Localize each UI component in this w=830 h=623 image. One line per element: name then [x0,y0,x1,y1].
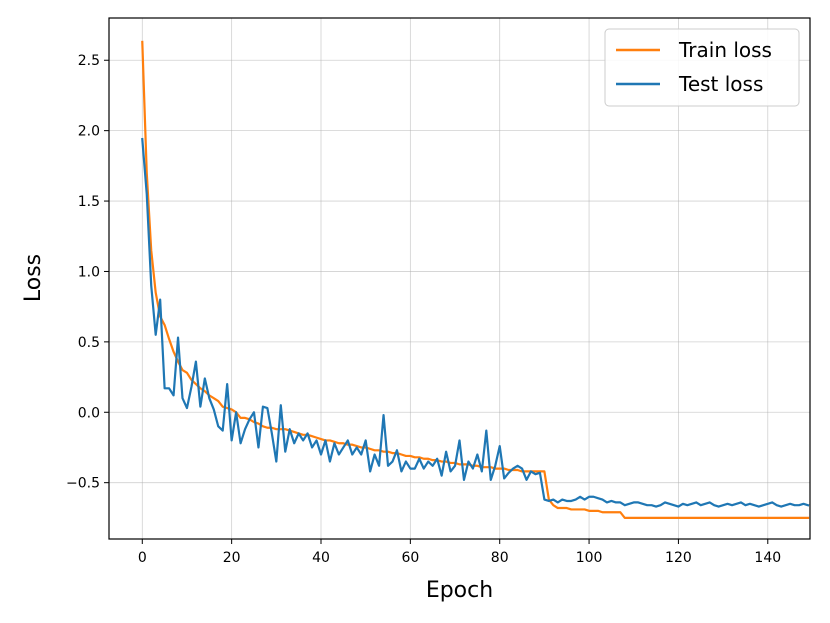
legend-box [604,28,800,107]
y-tick-label: 2.5 [78,53,100,69]
plot-frame [108,17,811,540]
x-tick-label: 120 [665,550,692,566]
y-tick-label: −0.5 [66,476,100,492]
y-tick-label: 2.0 [78,124,100,140]
series-line-train-loss [141,40,810,519]
series-line-test-loss [141,137,810,508]
y-tick-label: 1.0 [78,264,100,280]
x-tick-label: 20 [223,550,241,566]
legend-label-train-loss: Train loss [678,38,772,62]
y-tick-label: 1.5 [78,194,100,210]
y-tick-label: 0.0 [78,405,100,421]
x-tick-label: 140 [754,550,781,566]
y-tick-label: 0.5 [78,335,100,351]
x-tick-label: 100 [576,550,603,566]
axis-ticks: 0 20 40 60 80 100 120 140 −0.5 0.0 0.5 1.0 1.5 2.0 2.5 [66,53,781,566]
y-axis-title: Loss [21,254,46,302]
x-tick-label: 60 [401,550,419,566]
legend-label-test-loss: Test loss [678,72,763,96]
x-tick-label: 80 [491,550,509,566]
legend: Train loss Test loss [604,28,800,107]
x-axis-title: Epoch [426,578,493,603]
x-tick-label: 40 [312,550,330,566]
series-layer [141,40,810,519]
x-tick-label: 0 [138,550,147,566]
